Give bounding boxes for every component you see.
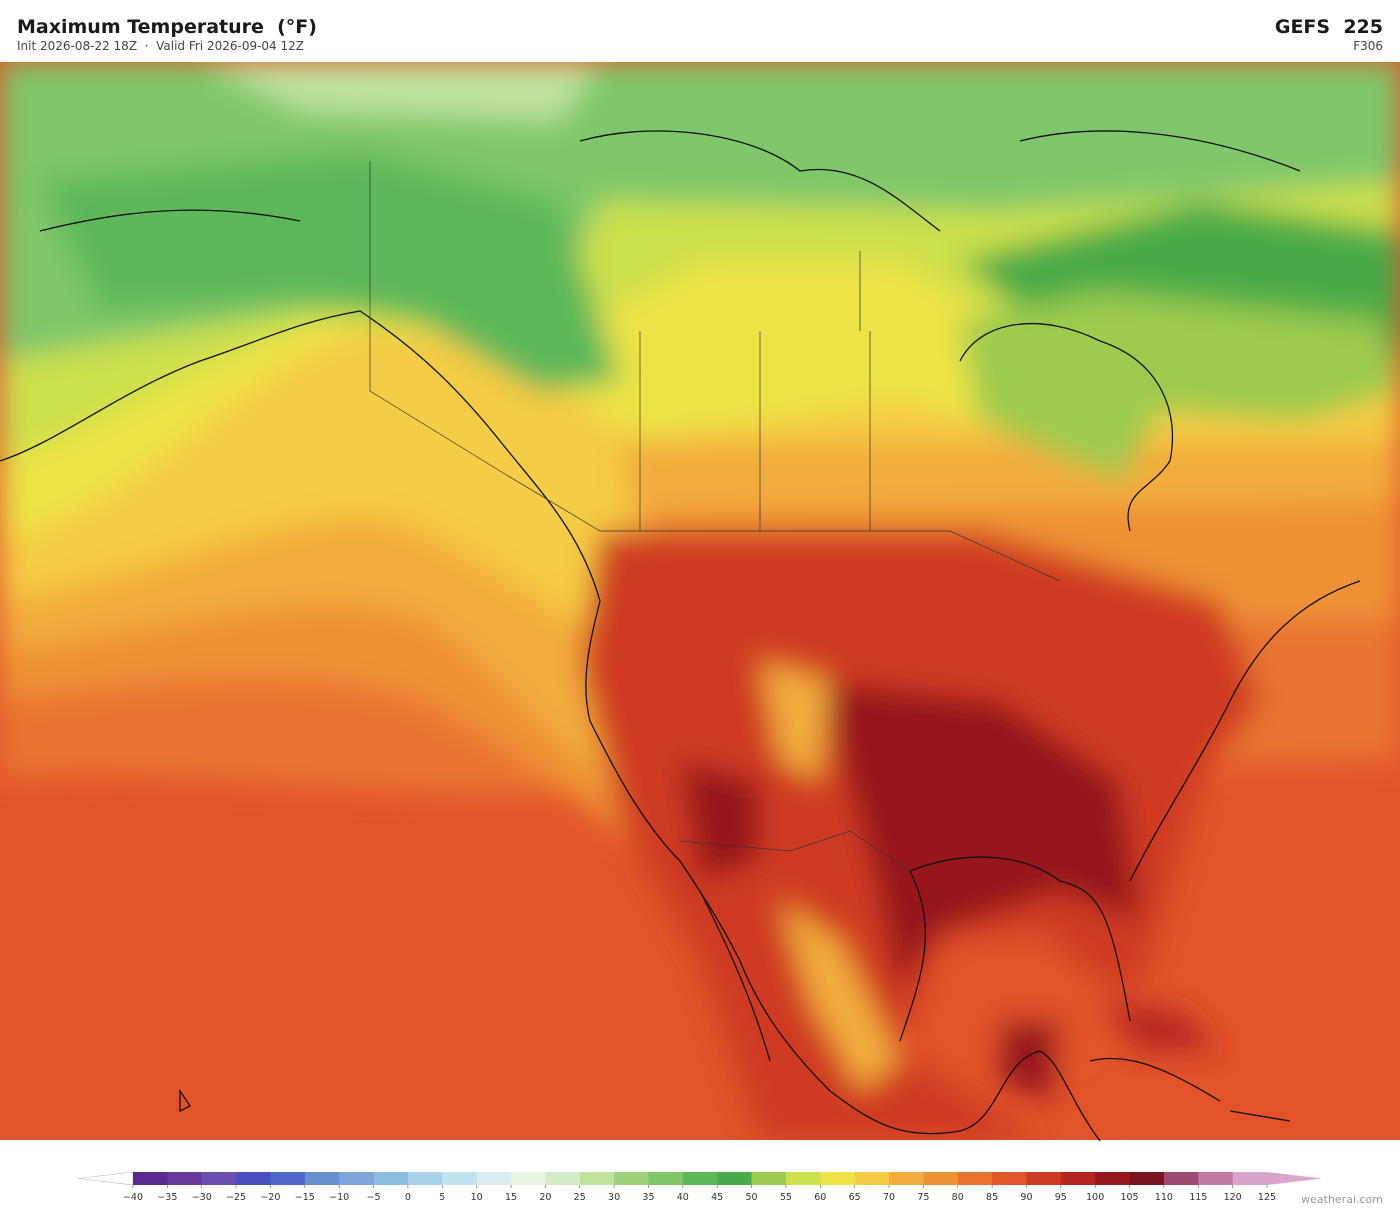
colorbar-bin (201, 1172, 237, 1185)
colorbar-bin (854, 1172, 890, 1185)
colorbar-tick-label: 100 (1086, 1192, 1104, 1203)
colorbar-tick-label: −40 (123, 1192, 143, 1203)
colorbar-tick-label: 70 (883, 1192, 895, 1203)
colorbar-tick-label: −30 (192, 1192, 212, 1203)
colorbar-tick-label: 50 (745, 1192, 757, 1203)
colorbar-bin (304, 1172, 340, 1185)
colorbar-tick-label: −5 (367, 1192, 381, 1203)
colorbar-bin (1026, 1172, 1062, 1185)
map (0, 62, 1400, 1141)
colorbar-bin (957, 1172, 993, 1185)
colorbar-bin (1198, 1172, 1234, 1185)
colorbar-bin (889, 1172, 924, 1185)
colorbar-tick-label: −20 (260, 1192, 280, 1203)
colorbar-bin (1060, 1172, 1096, 1185)
temperature-field (0, 62, 1400, 1140)
colorbar-tick-label: 60 (814, 1192, 826, 1203)
colorbar-bin (717, 1172, 753, 1185)
colorbar-bin (923, 1172, 959, 1185)
colorbar-tick-label: 90 (1020, 1192, 1032, 1203)
colorbar-under (77, 1171, 134, 1186)
colorbar-tick-label: −25 (226, 1192, 246, 1203)
colorbar-bin (614, 1172, 649, 1185)
colorbar-bin (167, 1172, 203, 1185)
coastlines (0, 130, 1361, 1141)
subtitle: Init 2026-08-22 18Z · Valid Fri 2026-09-… (17, 39, 304, 53)
borders (369, 161, 1061, 872)
colorbar-bin (751, 1172, 787, 1185)
colorbar-bin (820, 1172, 856, 1185)
colorbar-bin (1232, 1172, 1268, 1185)
colorbar-over (1267, 1172, 1322, 1185)
colorbar-bin (133, 1172, 168, 1185)
colorbar-tick-label: 35 (642, 1192, 654, 1203)
colorbar-bin (785, 1172, 821, 1185)
colorbar-tick-label: 80 (952, 1192, 964, 1203)
colorbar-tick-label: −35 (157, 1192, 177, 1203)
colorbar-tick-label: 120 (1224, 1192, 1242, 1203)
watermark: weatherai.com (1301, 1193, 1383, 1206)
colorbar-bin (373, 1172, 409, 1185)
colorbar-tick-label: 65 (849, 1192, 861, 1203)
colorbar-bin (407, 1172, 443, 1185)
title: Maximum Temperature (°F) (17, 16, 317, 38)
colorbar-bin (579, 1172, 615, 1185)
colorbar-tick-label: 110 (1155, 1192, 1173, 1203)
colorbar-tick-label: 55 (780, 1192, 792, 1203)
colorbar-bin (1095, 1172, 1131, 1185)
colorbar-tick-label: 30 (608, 1192, 620, 1203)
model-label: GEFS 225 (1274, 16, 1383, 38)
colorbar-bin (270, 1172, 306, 1185)
colorbar-tick-label: 45 (711, 1192, 723, 1203)
colorbar-bin (648, 1172, 684, 1185)
colorbar-tick-label: 20 (539, 1192, 551, 1203)
colorbar-tick-label: 125 (1258, 1192, 1276, 1203)
colorbar-bin (682, 1172, 718, 1185)
colorbar-tick-label: 40 (677, 1192, 689, 1203)
colorbar-bin (1129, 1172, 1165, 1185)
colorbar-tick-label: 10 (471, 1192, 483, 1203)
colorbar-bin (339, 1172, 375, 1185)
colorbar-tick-label: 115 (1189, 1192, 1207, 1203)
colorbar-tick-label: −10 (329, 1192, 349, 1203)
colorbar-bin (511, 1172, 546, 1185)
colorbar-bin (545, 1172, 581, 1185)
colorbar-bin (992, 1172, 1027, 1185)
forecast-hour: F306 (1353, 39, 1383, 53)
colorbar-tick-label: 25 (574, 1192, 586, 1203)
colorbar-bin (1163, 1172, 1199, 1185)
colorbar-bin (442, 1172, 478, 1185)
colorbar-tick-label: 75 (917, 1192, 929, 1203)
colorbar-tick-label: 105 (1120, 1192, 1138, 1203)
colorbar-tick-label: 0 (405, 1192, 411, 1203)
colorbar-tick-label: 15 (505, 1192, 517, 1203)
colorbar-tick-label: 95 (1055, 1192, 1067, 1203)
colorbar-tick-label: 5 (439, 1192, 445, 1203)
colorbar-bin (236, 1172, 271, 1185)
colorbar: −40 −35 −30 −25 −20 −15 −10 −5 0 5 10 15 20 25 30 35 40 4… (77, 1171, 1322, 1203)
colorbar-bin (476, 1172, 512, 1185)
colorbar-tick-label: 85 (986, 1192, 998, 1203)
colorbar-tick-label: −15 (295, 1192, 315, 1203)
